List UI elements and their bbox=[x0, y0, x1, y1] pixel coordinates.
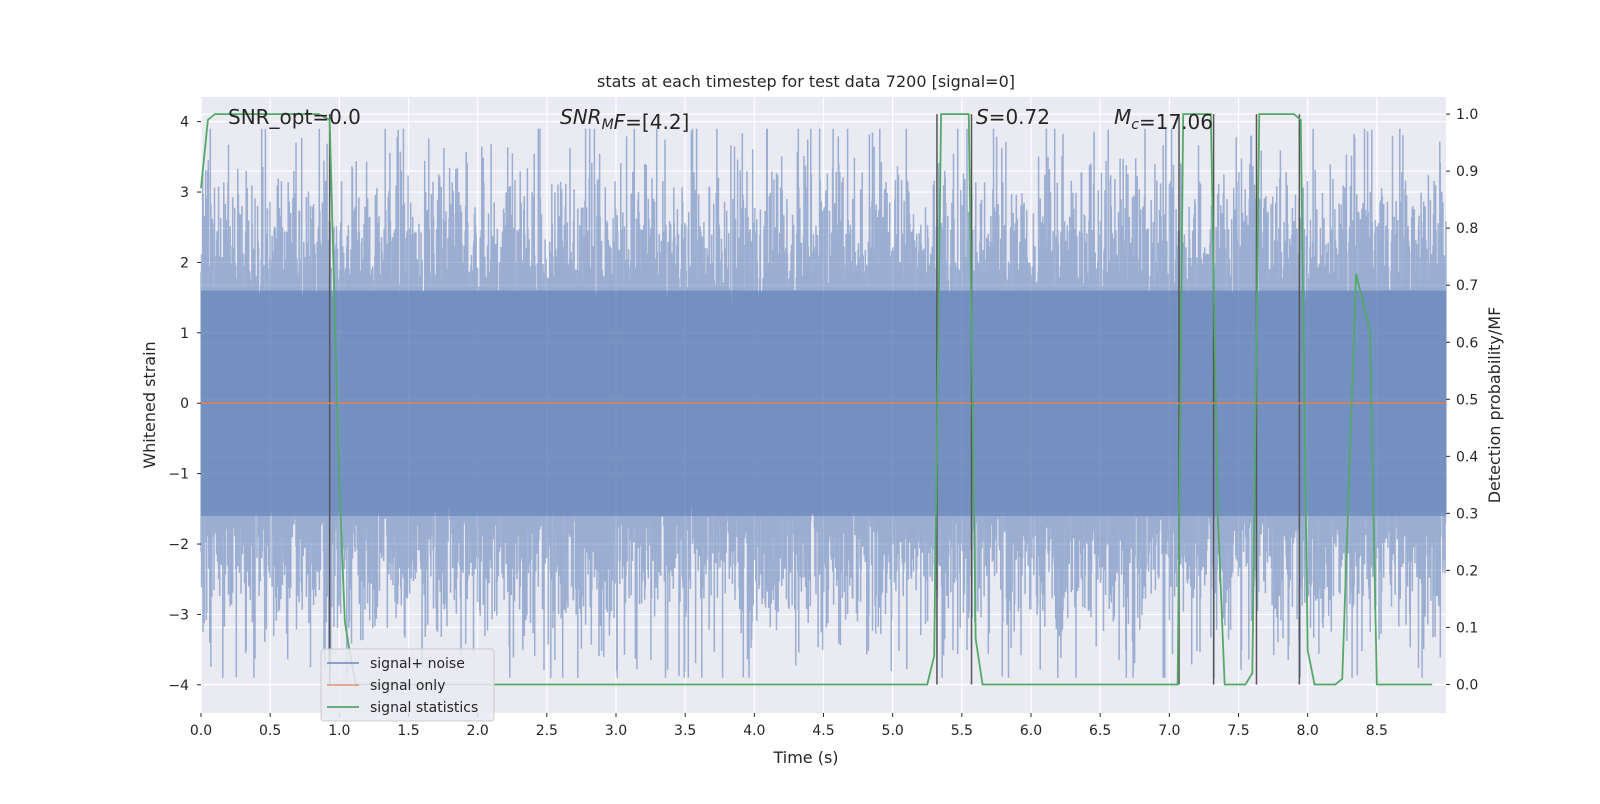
y-right-tick-label: 0.0 bbox=[1456, 677, 1478, 693]
y-right-tick-label: 0.8 bbox=[1456, 221, 1478, 237]
x-tick-label: 2.5 bbox=[536, 723, 558, 739]
x-tick-label: 1.5 bbox=[397, 723, 419, 739]
annotation-part: c bbox=[1131, 117, 1139, 133]
annotation-4: Mc=17.06 bbox=[1114, 105, 1213, 134]
annotation-part: SNR bbox=[560, 105, 602, 129]
annotation-part: =17.06 bbox=[1139, 110, 1213, 134]
y-left-tick-label: −2 bbox=[168, 537, 189, 553]
annotation-part: F bbox=[614, 110, 626, 134]
x-tick-label: 1.0 bbox=[328, 723, 350, 739]
x-tick-label: 4.0 bbox=[743, 723, 765, 739]
legend-label: signal only bbox=[370, 678, 445, 694]
legend-label: signal statistics bbox=[370, 700, 478, 716]
y-right-tick-label: 0.2 bbox=[1456, 563, 1478, 579]
annotation-part: S bbox=[976, 105, 989, 129]
annotation-2: SNRMF=[4.2] bbox=[560, 105, 689, 134]
x-tick-label: 5.0 bbox=[882, 723, 904, 739]
vertical-markers bbox=[328, 114, 1301, 685]
x-tick-label: 7.5 bbox=[1227, 723, 1249, 739]
y-left-tick-label: 1 bbox=[180, 326, 189, 342]
x-tick-label: 0.0 bbox=[190, 723, 212, 739]
x-axis-label: Time (s) bbox=[772, 748, 838, 767]
x-tick-label: 8.0 bbox=[1297, 723, 1319, 739]
x-tick-label: 8.5 bbox=[1366, 723, 1388, 739]
y-right-tick-label: 0.4 bbox=[1456, 449, 1478, 465]
y-right-tick-label: 1.0 bbox=[1456, 107, 1478, 123]
legend-box bbox=[320, 648, 495, 722]
y-left-tick-label: −4 bbox=[168, 678, 189, 694]
legend: signal+ noise signal only signal statistic… bbox=[320, 648, 495, 722]
series-signal-statistics bbox=[200, 113, 1433, 686]
y-left-tick-label: −1 bbox=[168, 467, 189, 483]
y-right-tick-label: 0.5 bbox=[1456, 392, 1478, 408]
y-right-tick-label: 0.1 bbox=[1456, 620, 1478, 636]
x-tick-label: 2.0 bbox=[467, 723, 489, 739]
legend-label: signal+ noise bbox=[370, 656, 465, 672]
annotation-part: M bbox=[1114, 105, 1131, 129]
y-right-tick-label: 0.7 bbox=[1456, 278, 1478, 294]
y-left-axis-ticks: −4 −3 −2 −1 0 1 2 3 4 bbox=[168, 115, 201, 694]
x-axis-ticks: 0.0 0.5 1.0 1.5 2.0 2.5 3.0 3.5 4.0 4.5 5.0 5.5 6.0 6… bbox=[190, 713, 1388, 739]
annotation-part: =[4.2] bbox=[625, 110, 689, 134]
annotation-3: S=0.72 bbox=[976, 105, 1050, 129]
annotations: SNR_opt=0.0 SNRMF=[4.2] S=0.72 Mc=17.06 bbox=[228, 105, 1213, 134]
x-tick-label: 6.5 bbox=[1089, 723, 1111, 739]
y-left-tick-label: 0 bbox=[180, 396, 189, 412]
y-right-axis-ticks: 0.0 0.1 0.2 0.3 0.4 0.5 0.6 0.7 0.8 0.9 1.0 bbox=[1446, 107, 1478, 693]
x-tick-label: 0.5 bbox=[259, 723, 281, 739]
y-left-tick-label: 4 bbox=[180, 115, 189, 131]
y-right-tick-label: 0.6 bbox=[1456, 335, 1478, 351]
annotation-1: SNR_opt=0.0 bbox=[228, 105, 361, 129]
x-tick-label: 6.0 bbox=[1020, 723, 1042, 739]
annotation-part: SNR_opt=0.0 bbox=[228, 105, 361, 129]
x-tick-label: 5.5 bbox=[951, 723, 973, 739]
y-left-tick-label: 2 bbox=[180, 255, 189, 271]
y-left-tick-label: −3 bbox=[168, 607, 189, 623]
x-tick-label: 4.5 bbox=[812, 723, 834, 739]
x-tick-label: 3.0 bbox=[605, 723, 627, 739]
x-tick-label: 7.0 bbox=[1158, 723, 1180, 739]
y-right-tick-label: 0.3 bbox=[1456, 506, 1478, 522]
annotation-part: =0.72 bbox=[989, 105, 1050, 129]
y-right-axis-label: Detection probability/MF bbox=[1485, 307, 1504, 504]
y-left-tick-label: 3 bbox=[180, 185, 189, 201]
y-left-axis-label: Whitened strain bbox=[140, 341, 159, 468]
y-right-tick-label: 0.9 bbox=[1456, 164, 1478, 180]
annotation-part: M bbox=[602, 117, 614, 133]
signal-statistics-line bbox=[200, 113, 1433, 686]
chart-title: stats at each timestep for test data 720… bbox=[597, 72, 1015, 91]
x-tick-label: 3.5 bbox=[674, 723, 696, 739]
